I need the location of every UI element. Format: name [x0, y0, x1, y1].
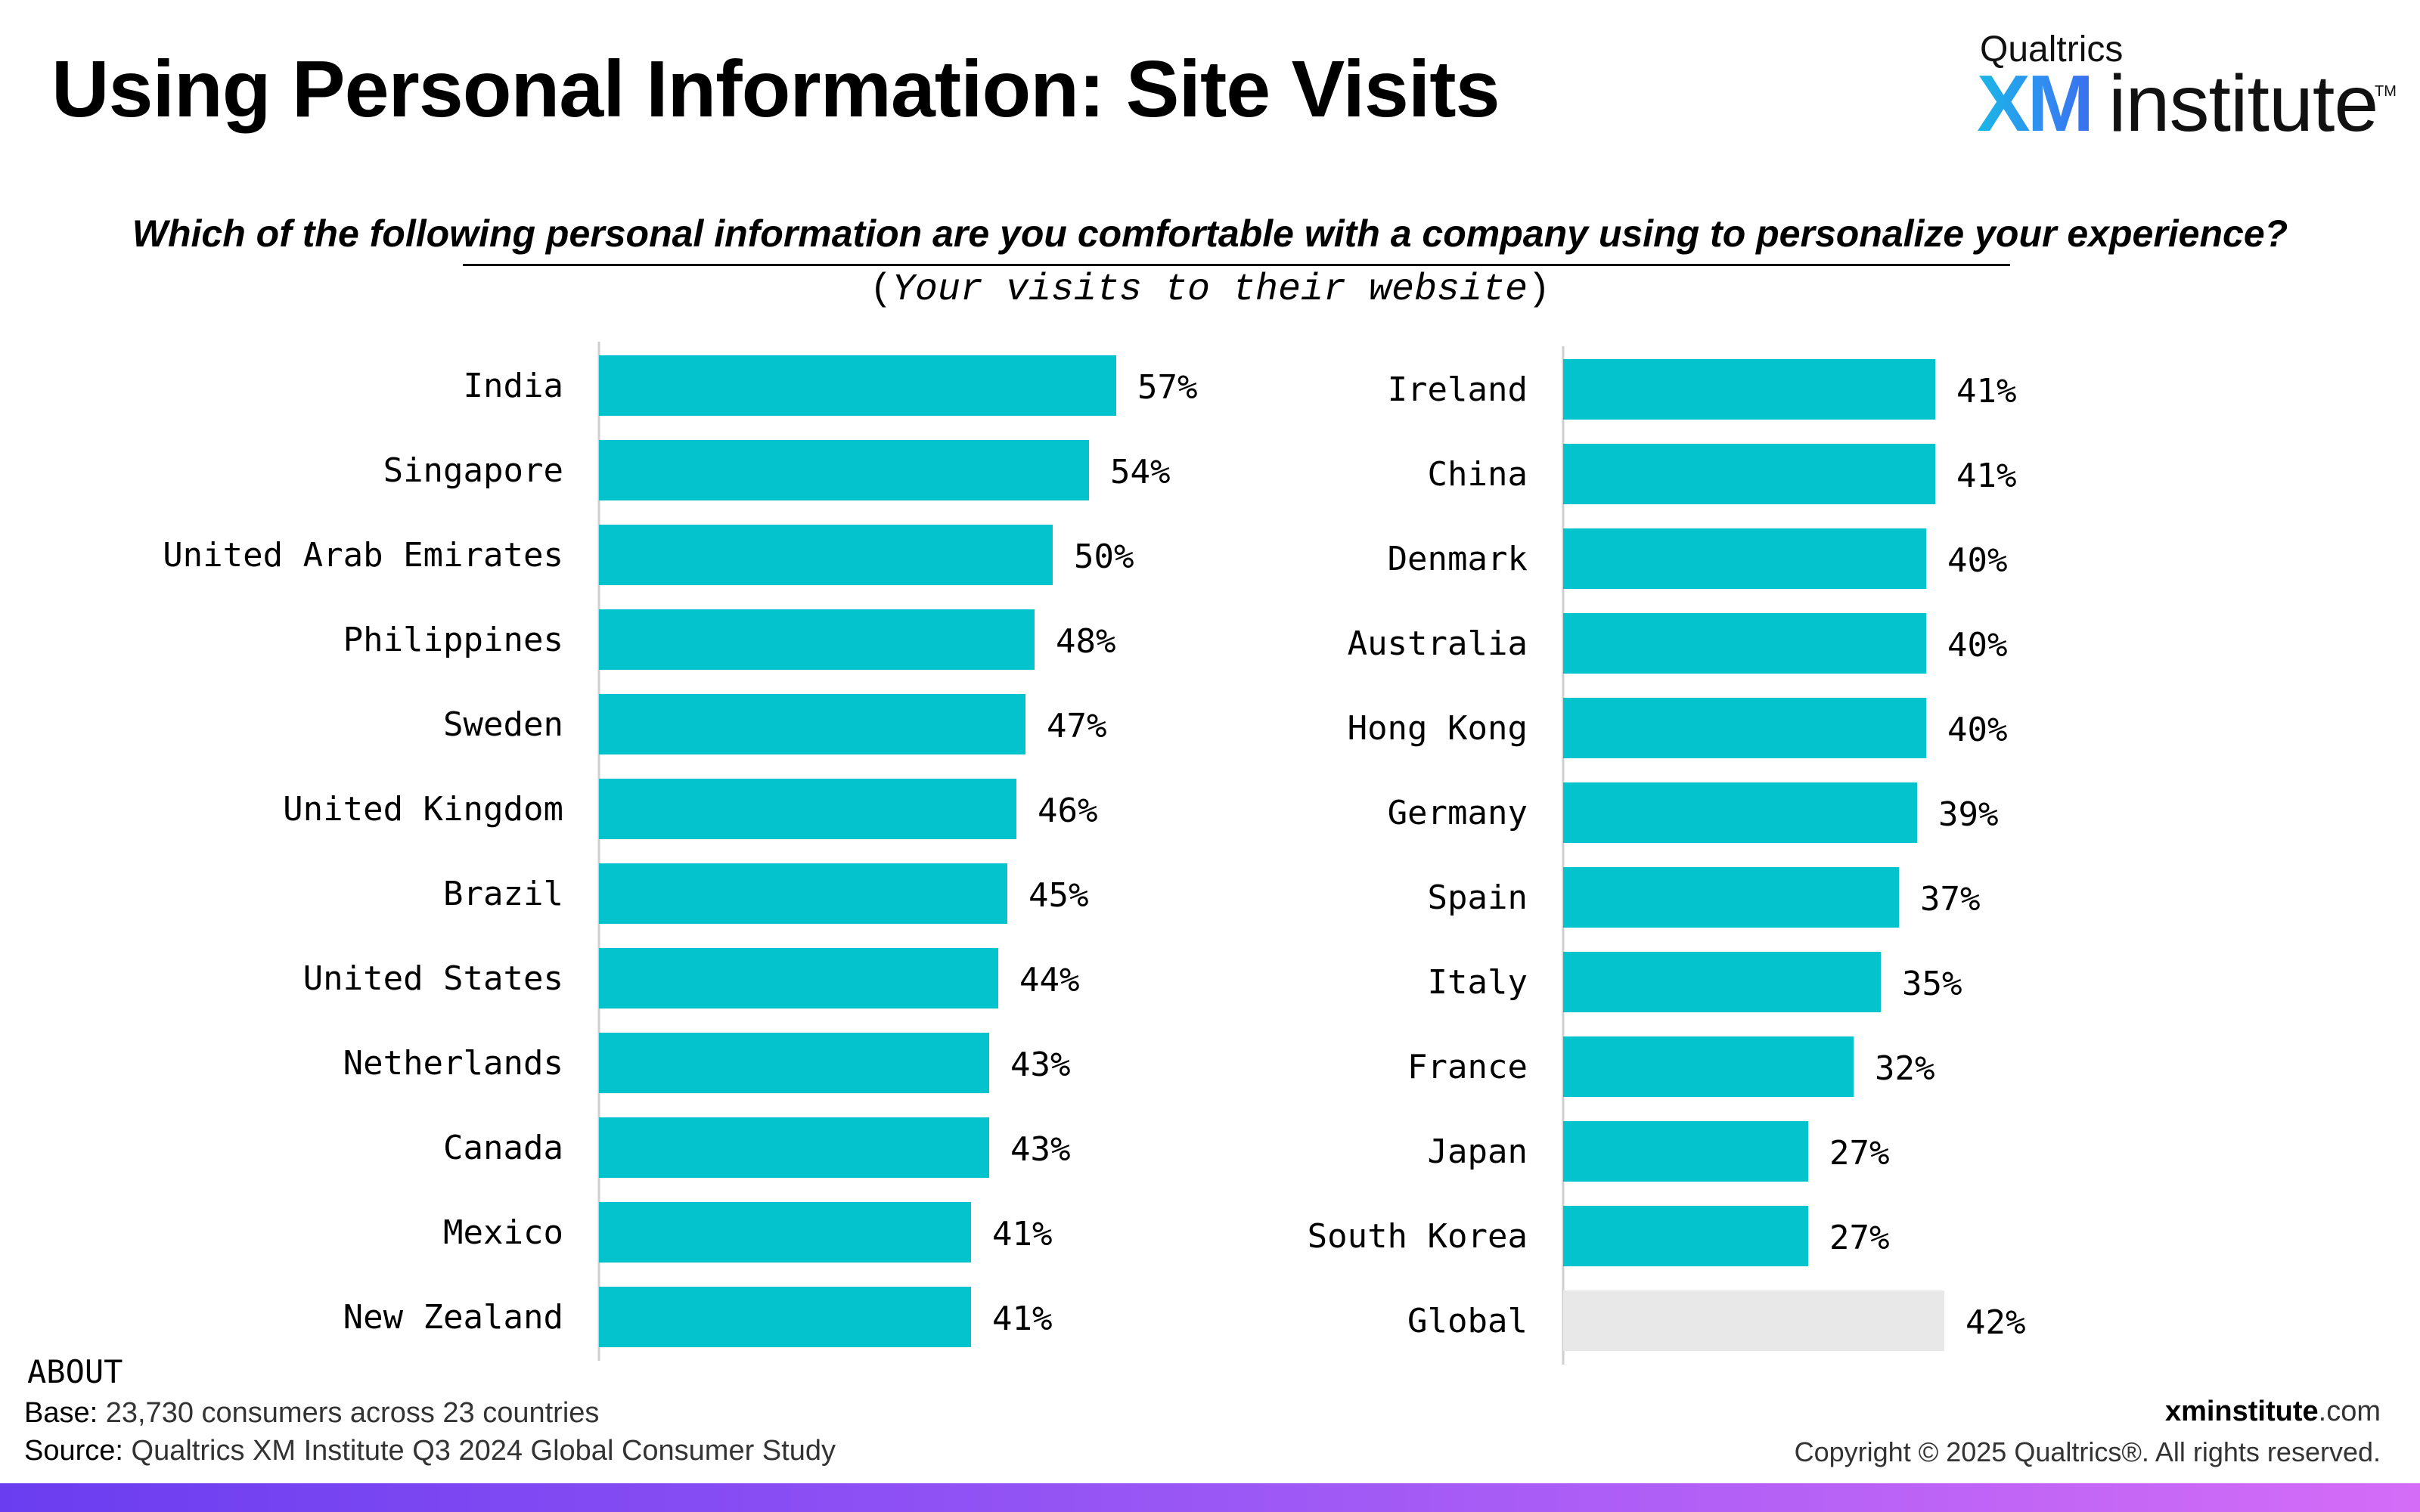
category-label: New Zealand [343, 1298, 563, 1337]
data-label: 57% [1137, 368, 1197, 407]
data-label: 41% [992, 1300, 1052, 1338]
data-label: 50% [1074, 538, 1134, 576]
bar [1563, 359, 1935, 420]
bar [599, 525, 1053, 585]
category-label: South Korea [1308, 1217, 1528, 1256]
data-label: 42% [1965, 1303, 2025, 1342]
base-label: Base: [24, 1397, 98, 1429]
data-label: 37% [1920, 880, 1980, 919]
survey-subquestion: (Your visits to their website) [0, 268, 2420, 311]
survey-question: Which of the following personal informat… [132, 212, 2288, 255]
category-label: United Arab Emirates [163, 536, 563, 575]
bar [1563, 1290, 1944, 1351]
data-label: 46% [1038, 792, 1097, 830]
subquestion-open-paren: ( [869, 268, 892, 311]
source-text: Qualtrics XM Institute Q3 2024 Global Co… [131, 1435, 836, 1467]
site-name: xminstitute [2164, 1396, 2319, 1427]
category-label: Global [1407, 1302, 1528, 1340]
category-label: Australia [1348, 624, 1528, 663]
bar [1563, 698, 1926, 758]
data-label: 40% [1947, 626, 2007, 665]
data-label: 40% [1947, 541, 2007, 580]
category-label: Mexico [443, 1213, 563, 1252]
bar [599, 1202, 971, 1263]
data-label: 41% [1956, 372, 2016, 411]
category-label: Germany [1388, 794, 1528, 832]
data-label: 54% [1110, 453, 1170, 491]
category-label: Brazil [443, 875, 563, 913]
bar [599, 609, 1035, 670]
data-label: 27% [1829, 1134, 1889, 1173]
base-text: 23,730 consumers across 23 countries [105, 1397, 600, 1429]
category-label: Sweden [443, 705, 563, 744]
bar [1563, 1121, 1808, 1182]
bar [1563, 952, 1881, 1012]
source-note: Source: Qualtrics XM Institute Q3 2024 G… [24, 1435, 836, 1467]
bar [599, 355, 1116, 416]
data-label: 32% [1875, 1049, 1934, 1088]
bar [1563, 1036, 1854, 1097]
category-label: United Kingdom [283, 790, 563, 829]
subquestion-close-paren: ) [1528, 268, 1551, 311]
bar [1563, 867, 1899, 928]
base-note: Base: 23,730 consumers across 23 countri… [24, 1397, 599, 1430]
logo-xm-text: XM [1977, 59, 2094, 148]
bar [1563, 528, 1926, 589]
category-label: United States [303, 959, 563, 998]
category-label: France [1407, 1048, 1528, 1086]
bar [599, 863, 1007, 924]
logo-brand-text: Qualtrics [1980, 29, 2124, 70]
bar [599, 694, 1025, 754]
bar [599, 440, 1089, 500]
category-label: China [1428, 455, 1528, 494]
bottom-gradient-bar [0, 1483, 2420, 1512]
bar [1563, 444, 1935, 504]
question-underline [463, 264, 2010, 266]
category-label: Spain [1428, 878, 1528, 917]
category-label: Singapore [383, 451, 563, 490]
category-label: Canada [443, 1129, 563, 1167]
data-label: 45% [1028, 876, 1088, 915]
bar [599, 779, 1016, 839]
category-label: Hong Kong [1348, 709, 1528, 748]
bar [1563, 782, 1917, 843]
data-label: 43% [1010, 1130, 1070, 1169]
data-label: 40% [1947, 711, 2007, 749]
category-label: Italy [1428, 963, 1528, 1002]
category-label: Ireland [1388, 370, 1528, 409]
category-label: Denmark [1388, 540, 1528, 578]
copyright-text: Copyright © 2025 Qualtrics®. All rights … [1794, 1436, 2381, 1467]
site-link[interactable]: xminstitute.com [2165, 1396, 2381, 1428]
logo-trademark: TM [2375, 83, 2397, 100]
site-tld: .com [2318, 1396, 2381, 1427]
bar [1563, 1206, 1808, 1266]
bar [599, 1117, 989, 1178]
data-label: 41% [992, 1215, 1052, 1253]
qualtrics-xm-institute-logo[interactable]: Qualtrics XM institute TM [1977, 29, 2397, 150]
source-label: Source: [24, 1435, 123, 1467]
page-title: Using Personal Information: Site Visits [51, 45, 1500, 134]
data-label: 48% [1056, 622, 1115, 661]
category-label: Netherlands [343, 1044, 563, 1083]
subquestion-text: Your visits to their website [892, 268, 1528, 311]
category-label: Japan [1428, 1132, 1528, 1171]
data-label: 44% [1019, 961, 1079, 999]
data-label: 35% [1902, 965, 1962, 1003]
data-label: 39% [1938, 795, 1998, 834]
category-label: Philippines [343, 621, 563, 659]
logo-institute-text: institute [2108, 59, 2378, 148]
bar [1563, 613, 1926, 674]
data-label: 41% [1956, 457, 2016, 495]
about-heading: ABOUT [27, 1353, 123, 1390]
bar [599, 948, 998, 1009]
bar [599, 1033, 989, 1093]
bar [599, 1287, 971, 1347]
category-label: India [464, 367, 563, 405]
data-label: 27% [1829, 1219, 1889, 1257]
data-label: 43% [1010, 1046, 1070, 1084]
data-label: 47% [1047, 707, 1106, 745]
